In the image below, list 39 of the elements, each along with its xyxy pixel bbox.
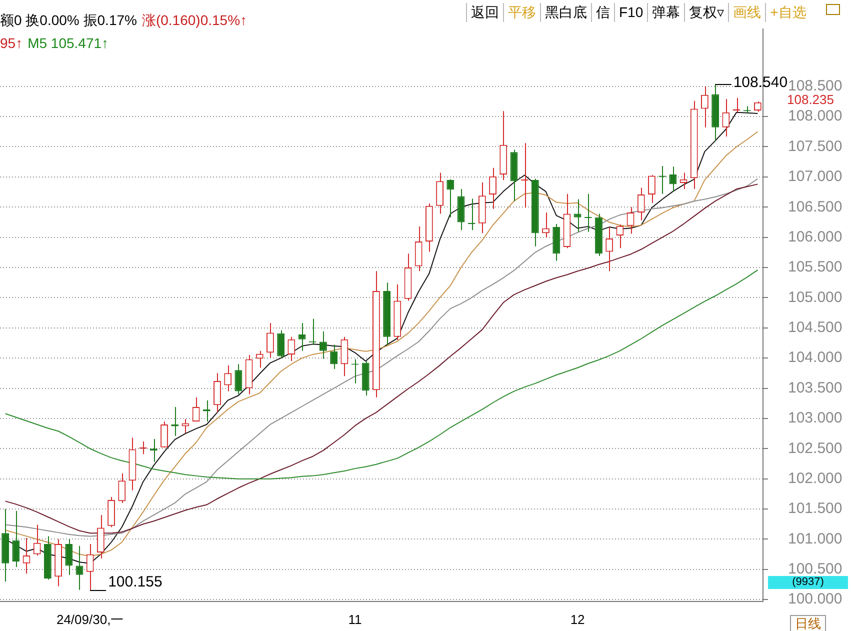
annotation: 108.540 [733, 74, 788, 92]
text: 108.235 [787, 92, 834, 107]
text: 涨(0.160)0.15%↑ [142, 12, 248, 28]
y-tick-label: 102.000 [788, 470, 842, 487]
y-tick-label: 105.000 [788, 288, 842, 306]
text: 平移 [503, 3, 540, 22]
y-tick-label: 102.500 [788, 440, 842, 457]
text: 信 [591, 3, 614, 22]
y-tick-label: 101.000 [788, 530, 842, 548]
x-tick-label: 24/09/30,一 [56, 612, 124, 627]
text: F10 [614, 3, 648, 22]
price-tag: (9937) [768, 576, 848, 589]
y-tick-label: 104.000 [788, 349, 842, 366]
text: 返回 [466, 3, 503, 22]
y-tick-label: 104.500 [788, 319, 842, 336]
y-tick-label: 105.500 [788, 258, 842, 276]
y-tick-label: 100.500 [788, 560, 842, 578]
x-tick-label: 11 [348, 612, 362, 627]
text: 复权▿ [684, 3, 728, 22]
y-tick-label: 108.500 [788, 78, 842, 94]
y-tick-label: 100.000 [788, 590, 842, 608]
text: 额0 换0.00% 振0.17% [0, 12, 137, 28]
annotation: 95↑ [0, 35, 23, 51]
y-tick-label: 107.500 [788, 138, 842, 155]
text: 日线 [790, 615, 826, 631]
y-tick-label: 103.500 [788, 379, 842, 396]
y-tick-label: 103.000 [788, 410, 842, 427]
y-tick-label: 106.000 [788, 228, 842, 246]
y-tick-label: 101.500 [788, 500, 842, 518]
y-tick-label: 107.000 [788, 168, 842, 186]
text: 弹幕 [647, 3, 684, 22]
y-tick-label: 108.000 [788, 108, 842, 125]
y-tick-label: 106.500 [788, 198, 842, 216]
annotation: M5 105.471↑ [28, 35, 109, 51]
text: 黑白底 [540, 3, 591, 22]
text: +自选 [765, 3, 810, 22]
annotation: 100.155 [108, 573, 162, 590]
text: 画线 [728, 3, 766, 22]
x-tick-label: 12 [570, 612, 585, 627]
